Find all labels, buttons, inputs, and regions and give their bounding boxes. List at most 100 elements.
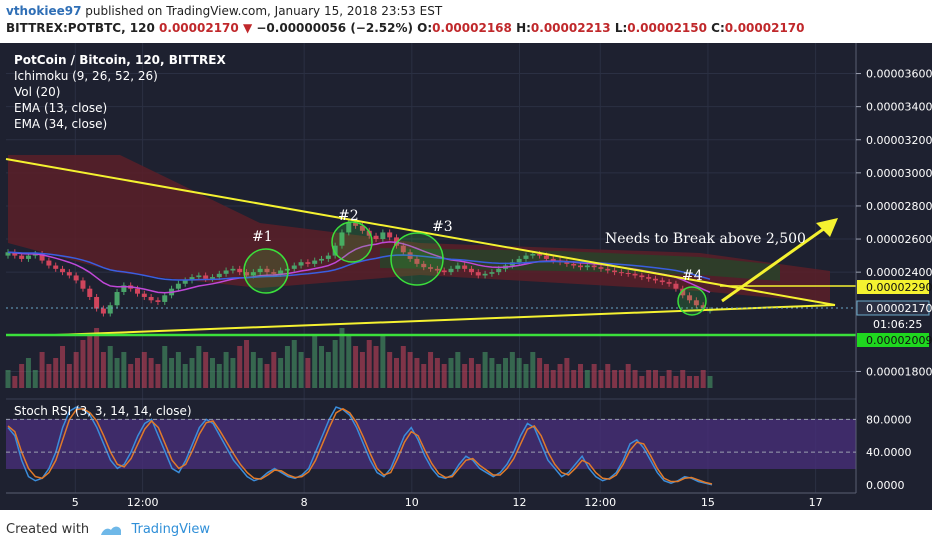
volume-bar	[455, 352, 461, 388]
candle-body	[448, 268, 454, 273]
candle-body	[319, 258, 325, 261]
price-axis[interactable]	[856, 43, 932, 493]
volume-bar	[203, 352, 209, 388]
volume-bar	[496, 364, 502, 388]
volume-bar	[632, 370, 638, 388]
candle-body	[100, 308, 106, 314]
volume-bar	[319, 346, 325, 388]
candle-body	[666, 282, 672, 284]
volume-bars	[5, 328, 713, 388]
volume-bar	[325, 352, 331, 388]
low-label: L:	[614, 21, 628, 35]
volume-bar	[693, 376, 699, 388]
price-tick-label: 0.00003600	[866, 68, 932, 81]
candle-body	[550, 258, 556, 261]
publish-line: vthokiee97 published on TradingView.com,…	[6, 4, 442, 18]
volume-bar	[66, 364, 72, 388]
candle-body	[468, 268, 474, 273]
candle-body	[94, 296, 100, 309]
price-tick-label: 0.00001800	[866, 365, 932, 378]
candle-body	[325, 255, 331, 259]
volume-bar	[73, 352, 79, 388]
volume-bar	[393, 358, 399, 388]
volume-bar	[128, 364, 134, 388]
candle-body	[380, 232, 386, 240]
candle-body	[141, 293, 147, 297]
volume-bar	[53, 358, 59, 388]
volume-bar	[94, 328, 100, 388]
candle-body	[162, 295, 168, 302]
candle-body	[659, 280, 665, 283]
volume-bar	[482, 352, 488, 388]
candle-body	[700, 305, 706, 309]
volume-bar	[46, 364, 52, 388]
candle-body	[25, 255, 31, 259]
candle-body	[632, 273, 638, 276]
time-tick-label: 10	[405, 496, 419, 509]
volume-bar	[571, 370, 577, 388]
candle-body	[121, 285, 127, 293]
author-link[interactable]: vthokiee97	[6, 4, 82, 18]
candle-body	[537, 253, 543, 256]
time-tick-label: 17	[809, 496, 823, 509]
volume-bar	[591, 364, 597, 388]
mark-circle-4	[677, 286, 707, 316]
price-chart[interactable]: #1 #2 #3 #4 Needs to Break above 2,500 P…	[0, 43, 932, 510]
volume-bar	[121, 352, 127, 388]
stoch-d-line	[7, 407, 713, 485]
volume-bar	[618, 370, 624, 388]
mark-label-3: #3	[432, 219, 453, 235]
ema-13-line	[7, 241, 711, 294]
resistance-badge	[857, 280, 929, 294]
volume-bar	[550, 370, 556, 388]
candle-body	[107, 305, 113, 314]
close-label: C:	[711, 21, 725, 35]
footer: Created with TradingView	[6, 522, 210, 537]
breakout-arrowhead	[816, 218, 838, 237]
candle-body	[53, 265, 59, 269]
legend-ema34: EMA (34, close)	[14, 117, 107, 131]
volume-bar	[639, 376, 645, 388]
stoch-tick-label: 40.0000	[866, 446, 912, 459]
volume-bar	[598, 370, 604, 388]
volume-bar	[353, 346, 359, 388]
candle-body	[114, 292, 120, 306]
candle-body	[73, 275, 79, 281]
volume-bar	[462, 364, 468, 388]
candle-body	[639, 275, 645, 278]
volume-bar	[509, 352, 515, 388]
candle-body	[673, 283, 679, 289]
candle-body	[489, 272, 495, 274]
last-price-badge-text: 0.00002170	[866, 302, 932, 315]
volume-bar	[284, 346, 290, 388]
open-label: O:	[417, 21, 433, 35]
candle-body	[591, 265, 597, 268]
tradingview-logo-icon[interactable]	[99, 523, 123, 537]
stoch-k-line	[7, 406, 713, 486]
volume-bar	[257, 358, 263, 388]
candle-body	[5, 252, 11, 256]
stoch-legend: Stoch RSI (3, 3, 14, 14, close)	[14, 404, 192, 418]
candle-body	[414, 258, 420, 264]
mark-circle-3	[390, 232, 444, 286]
volume-bar	[434, 358, 440, 388]
volume-bar	[209, 358, 215, 388]
volume-bar	[489, 358, 495, 388]
candle-body	[230, 268, 236, 271]
candle-body	[66, 272, 72, 276]
tradingview-link[interactable]: TradingView	[131, 522, 210, 537]
volume-bar	[271, 352, 277, 388]
candle-body	[237, 268, 243, 273]
candle-body	[441, 270, 447, 273]
volume-bar	[680, 370, 686, 388]
circle-marks	[243, 221, 707, 316]
time-axis[interactable]	[0, 493, 932, 510]
mark-label-1: #1	[252, 229, 273, 245]
header: vthokiee97 published on TradingView.com,…	[6, 4, 926, 40]
candle-body	[496, 268, 502, 273]
candle-body	[584, 265, 590, 268]
lower-trendline	[54, 304, 836, 336]
volume-bar	[516, 358, 522, 388]
volume-bar	[428, 352, 434, 388]
volume-bar	[441, 364, 447, 388]
